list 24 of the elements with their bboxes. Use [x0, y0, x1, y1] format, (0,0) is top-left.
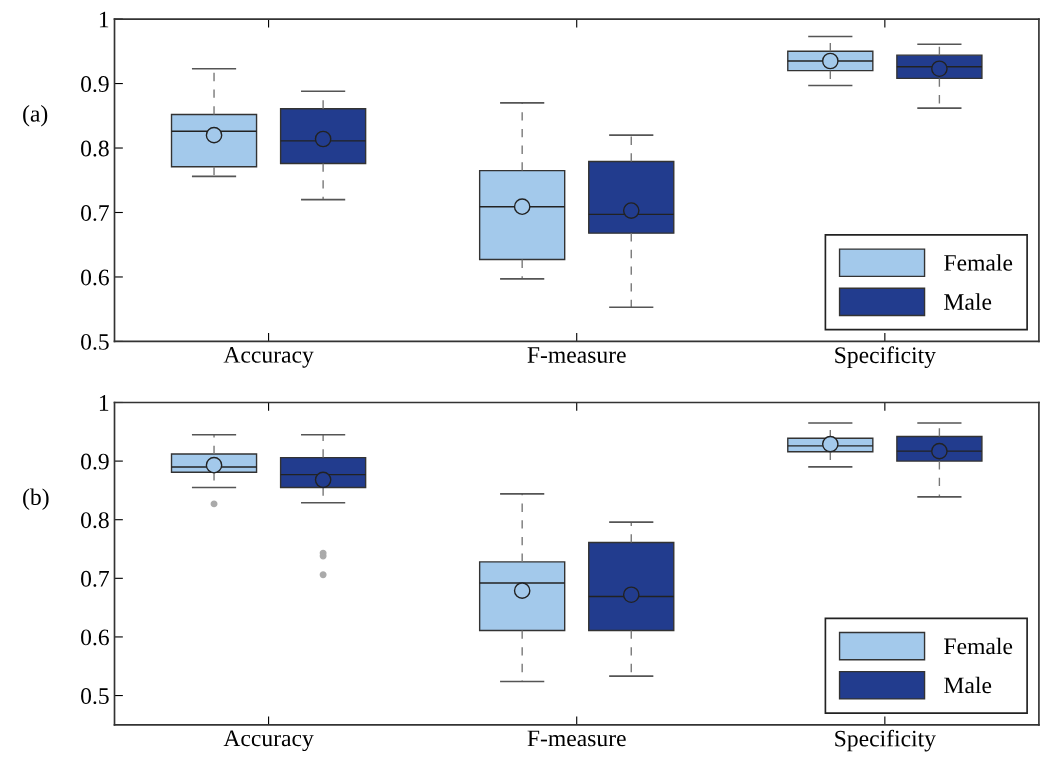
text: (a)	[23, 105, 48, 127]
y-tick-label: 0.9	[81, 453, 109, 470]
text: (b)	[23, 488, 49, 510]
x-tick-label: Specificity	[835, 729, 936, 752]
legend-label: Male	[944, 293, 992, 310]
y-tick-label: 1	[99, 395, 109, 411]
text: Male	[944, 676, 992, 694]
y-tick-label: 0.6	[81, 269, 109, 286]
text: Female	[944, 637, 1013, 655]
y-tick-label: 0.7	[81, 204, 109, 222]
y-tick-label: 0.5	[81, 688, 109, 705]
x-tick-label: Accuracy	[223, 347, 314, 368]
y-tick-label: 0.5	[81, 333, 109, 350]
y-tick-label: 1	[99, 11, 109, 28]
y-tick-label: 0.6	[81, 629, 109, 646]
y-tick-label: 0.7	[81, 570, 109, 587]
y-tick-label: 0.8	[81, 140, 109, 157]
legend-label: Female	[944, 254, 1013, 271]
y-tick-label: 0.8	[81, 512, 109, 529]
x-tick-label: Accuracy	[223, 730, 314, 752]
x-tick-label: Specificity	[835, 346, 936, 369]
y-tick-label: 0.9	[81, 76, 109, 93]
x-tick-label: F-measure	[527, 730, 626, 747]
x-tick-label: F-measure	[527, 347, 626, 363]
